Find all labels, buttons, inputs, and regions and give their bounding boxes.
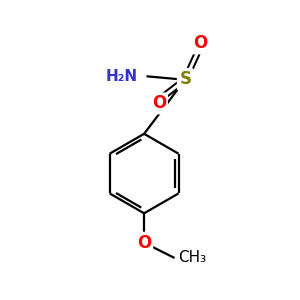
Text: S: S <box>179 70 191 88</box>
Text: CH₃: CH₃ <box>178 250 206 265</box>
Text: O: O <box>137 234 151 252</box>
Text: H₂N: H₂N <box>106 69 138 84</box>
Text: O: O <box>193 34 207 52</box>
Text: O: O <box>152 94 166 112</box>
